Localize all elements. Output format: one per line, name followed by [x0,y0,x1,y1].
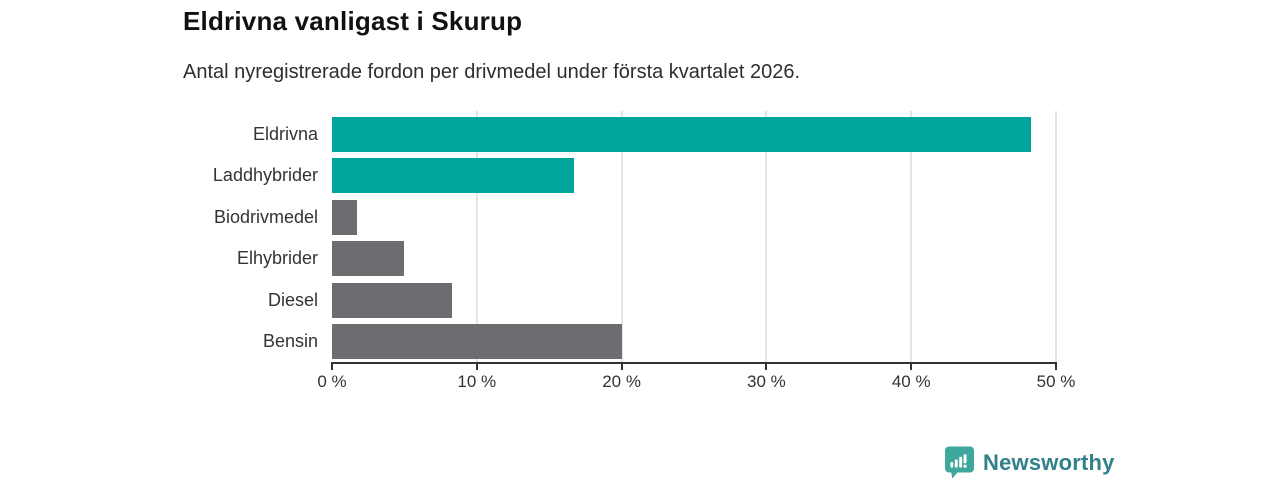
gridline [765,111,768,362]
bar [332,241,405,276]
x-axis-tick [475,364,478,370]
x-axis-tick-label: 0 % [317,372,347,391]
chart-title: Eldrivna vanligast i Skurup [183,6,523,36]
x-axis-tick-label: 50 % [1036,372,1076,391]
x-axis-tick-label: 10 % [457,372,497,391]
x-axis-tick [910,364,913,370]
gridline [1055,111,1057,362]
bar-label: Elhybrider [236,248,318,268]
gridline [475,111,478,362]
chart-subtitle: Antal nyregistrerade fordon per drivmede… [183,61,801,83]
x-axis-tick-label: 40 % [891,372,931,391]
x-axis-tick-label: 20 % [602,372,641,391]
gridline [620,111,623,362]
x-axis-tick-label: 30 % [747,372,786,391]
newsworthy-logo: Newsworthy [944,446,1115,479]
bar [332,282,453,318]
plot-area: Eldrivna Laddhybrider Biodrivmedel Elhybrid… [213,111,1075,391]
bar-label: Biodrivmedel [213,206,318,227]
x-axis-tick [331,364,333,370]
bar [332,324,622,359]
bar-label: Eldrivna [252,123,318,144]
bar [332,199,357,235]
gridline [910,111,913,362]
x-axis-line [331,362,1057,364]
bar-label: Bensin [262,331,318,351]
bar-label: Diesel [267,289,318,310]
bar [332,116,1032,152]
x-axis-tick [1055,364,1057,370]
bar-label: Laddhybrider [212,165,318,185]
x-axis-tick [765,364,768,370]
bar [332,158,574,193]
newsworthy-speech-bubble-chart-icon [945,446,974,479]
newsworthy-logo-text: Newsworthy [983,449,1115,475]
x-axis-tick [620,364,623,370]
